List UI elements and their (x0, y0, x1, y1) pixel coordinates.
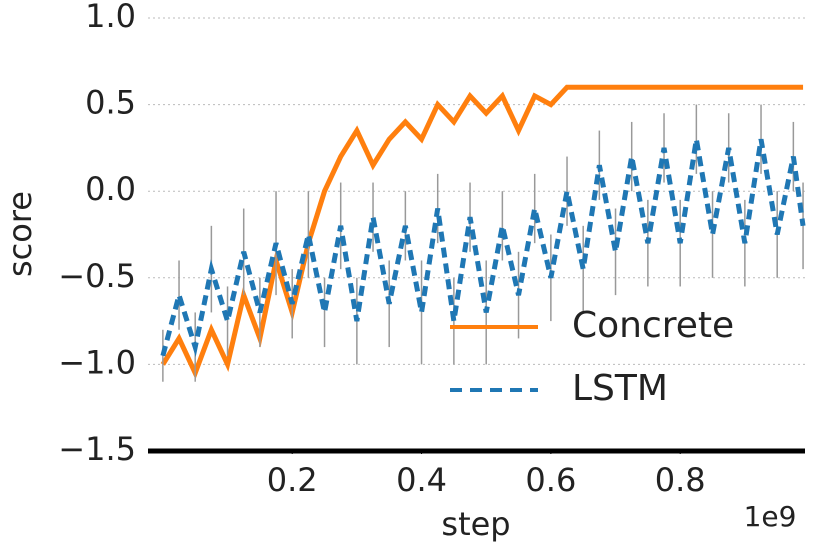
x-tick-label: 0.6 (525, 461, 576, 499)
y-tick-label: 1.0 (85, 0, 136, 35)
x-tick-label: 0.8 (655, 461, 706, 499)
series-line (160, 138, 806, 358)
x-axis-label: step (441, 505, 510, 543)
x-tick-label: 0.2 (267, 461, 318, 499)
y-tick-label: −0.5 (58, 257, 136, 295)
legend-label: Concrete (572, 305, 734, 346)
y-tick-label: 0.0 (85, 170, 136, 208)
x-tick-label: 0.4 (396, 461, 447, 499)
legend-label: LSTM (572, 368, 668, 409)
y-tick-label: 0.5 (85, 84, 136, 122)
y-tick-label: −1.5 (58, 430, 136, 468)
x-offset-label: 1e9 (744, 500, 797, 533)
y-tick-label: −1.0 (58, 343, 136, 381)
y-axis-label: score (1, 191, 39, 277)
series-line (160, 84, 804, 380)
